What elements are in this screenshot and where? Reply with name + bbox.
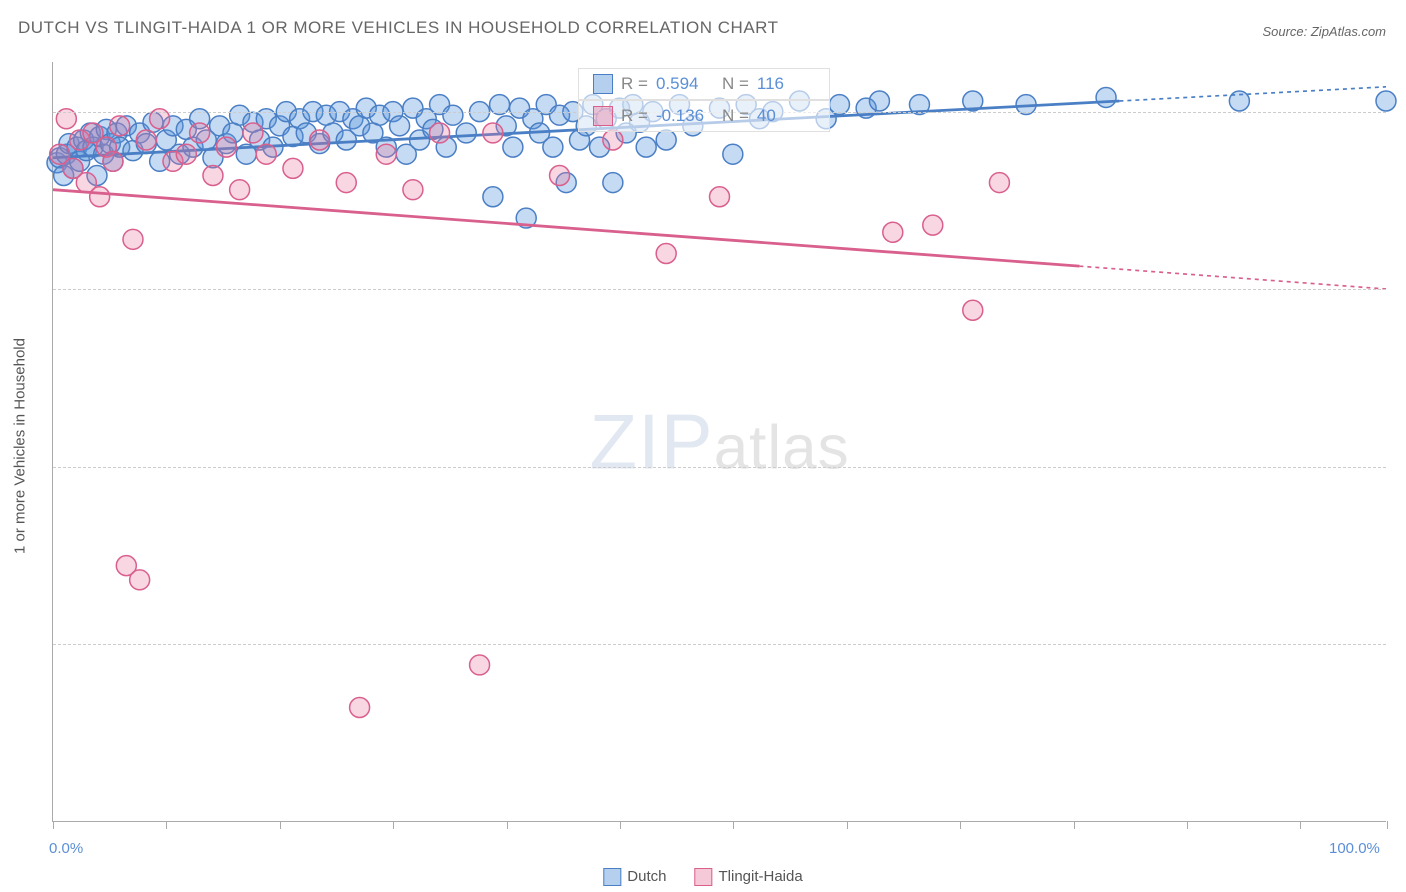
data-point [256,144,276,164]
x-tick [507,821,508,829]
stat-n-label: N = [722,74,749,94]
data-point [390,116,410,136]
x-tick [960,821,961,829]
source-label: Source: ZipAtlas.com [1262,24,1386,39]
data-point [123,229,143,249]
legend-item: Tlingit-Haida [694,868,802,886]
plot-area: ZIPatlas 25.0%50.0%75.0%100.0%0.0%100.0% [52,62,1386,822]
data-point [103,151,123,171]
data-point [503,137,523,157]
regression-line-extrapolated [1119,87,1386,101]
data-point [869,91,889,111]
stat-r-value: -0.136 [656,106,714,126]
stat-r-label: R = [621,74,648,94]
data-point [923,215,943,235]
chart-svg [53,62,1386,821]
x-tick [53,821,54,829]
data-point [176,144,196,164]
data-point [1376,91,1396,111]
data-point [110,116,130,136]
data-point [443,105,463,125]
data-point [470,655,490,675]
data-point [350,698,370,718]
data-point [656,130,676,150]
regression-line-extrapolated [1079,266,1386,289]
data-point [963,300,983,320]
data-point [430,123,450,143]
data-point [550,166,570,186]
x-tick-label: 0.0% [49,840,83,857]
x-tick-label: 100.0% [1329,840,1380,857]
x-tick [620,821,621,829]
x-tick [1387,821,1388,829]
x-tick [280,821,281,829]
stat-swatch [593,106,613,126]
legend-label: Tlingit-Haida [718,868,802,885]
data-point [190,123,210,143]
data-point [1096,87,1116,107]
legend-label: Dutch [627,868,666,885]
gridline [53,289,1386,290]
data-point [723,144,743,164]
correlation-stat-box: R = 0.594 N = 116 [578,68,830,100]
data-point [136,130,156,150]
data-point [656,244,676,264]
legend-swatch [694,868,712,886]
data-point [989,173,1009,193]
stat-r-value: 0.594 [656,74,714,94]
data-point [603,173,623,193]
data-point [216,137,236,157]
data-point [336,173,356,193]
data-point [283,158,303,178]
gridline [53,467,1386,468]
gridline [53,644,1386,645]
x-tick [733,821,734,829]
x-tick [166,821,167,829]
data-point [243,123,263,143]
stat-n-value: 40 [757,106,815,126]
stat-swatch [593,74,613,94]
x-tick [847,821,848,829]
data-point [403,180,423,200]
data-point [310,130,330,150]
x-tick [393,821,394,829]
data-point [203,166,223,186]
data-point [230,180,250,200]
stat-r-label: R = [621,106,648,126]
data-point [90,187,110,207]
stat-n-label: N = [722,106,749,126]
data-point [376,144,396,164]
legend-item: Dutch [603,868,666,886]
data-point [710,187,730,207]
x-tick [1074,821,1075,829]
data-point [130,570,150,590]
legend-swatch [603,868,621,886]
y-axis-label: 1 or more Vehicles in Household [12,338,29,554]
data-point [483,187,503,207]
data-point [456,123,476,143]
x-tick [1187,821,1188,829]
data-point [883,222,903,242]
chart-title: DUTCH VS TLINGIT-HAIDA 1 OR MORE VEHICLE… [18,18,779,38]
stat-n-value: 116 [757,74,815,94]
x-tick [1300,821,1301,829]
data-point [483,123,503,143]
data-point [543,137,563,157]
data-point [636,137,656,157]
data-point [603,130,623,150]
correlation-stat-box: R = -0.136 N = 40 [578,100,830,132]
legend: Dutch Tlingit-Haida [603,868,802,886]
